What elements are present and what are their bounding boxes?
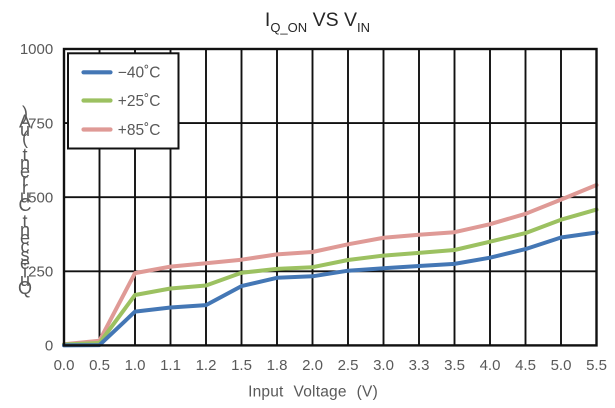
svg-text:r: r bbox=[22, 178, 28, 198]
svg-text:+25˚C: +25˚C bbox=[118, 93, 161, 110]
svg-text:t: t bbox=[22, 212, 27, 232]
svg-text:e: e bbox=[20, 162, 30, 182]
svg-text:s: s bbox=[21, 245, 30, 265]
svg-text:0: 0 bbox=[45, 338, 53, 355]
svg-text:2.5: 2.5 bbox=[338, 357, 359, 374]
svg-text:Input Voltage (V): Input Voltage (V) bbox=[248, 384, 378, 401]
svg-text:e: e bbox=[20, 228, 30, 248]
svg-text:0.0: 0.0 bbox=[54, 357, 75, 374]
svg-text:1.2: 1.2 bbox=[196, 357, 217, 374]
svg-text:5.0: 5.0 bbox=[551, 357, 572, 374]
svg-text:4.5: 4.5 bbox=[515, 357, 536, 374]
svg-text:r: r bbox=[22, 170, 28, 190]
svg-text:3.0: 3.0 bbox=[373, 357, 394, 374]
svg-text:c: c bbox=[21, 237, 30, 257]
svg-text:3.3: 3.3 bbox=[409, 357, 430, 374]
svg-text:e: e bbox=[20, 253, 30, 273]
svg-text:n: n bbox=[20, 153, 30, 173]
svg-text:5.5: 5.5 bbox=[586, 357, 607, 374]
svg-text:1.8: 1.8 bbox=[267, 357, 288, 374]
svg-text:i: i bbox=[23, 262, 27, 282]
svg-text:1000: 1000 bbox=[20, 41, 53, 58]
svg-text:1.0: 1.0 bbox=[125, 357, 146, 374]
svg-text:−40˚C: −40˚C bbox=[118, 65, 161, 82]
svg-text:(: ( bbox=[22, 128, 28, 148]
svg-text:750: 750 bbox=[28, 115, 53, 132]
svg-text:2.0: 2.0 bbox=[302, 357, 323, 374]
svg-text:A: A bbox=[19, 112, 31, 132]
svg-text:1.1: 1.1 bbox=[160, 357, 181, 374]
svg-text:n: n bbox=[20, 220, 30, 240]
svg-text:250: 250 bbox=[28, 264, 53, 281]
svg-text:u: u bbox=[20, 187, 30, 207]
svg-text:500: 500 bbox=[28, 189, 53, 206]
svg-text:4.0: 4.0 bbox=[480, 357, 501, 374]
svg-text:+85˚C: +85˚C bbox=[118, 122, 161, 139]
svg-text:Q: Q bbox=[18, 278, 32, 298]
svg-text:): ) bbox=[22, 103, 28, 123]
svg-text:0.5: 0.5 bbox=[89, 357, 110, 374]
svg-text:u: u bbox=[20, 270, 30, 290]
svg-text:t: t bbox=[22, 145, 27, 165]
svg-text:1.5: 1.5 bbox=[231, 357, 252, 374]
svg-text:C: C bbox=[19, 195, 32, 215]
svg-text:3.5: 3.5 bbox=[444, 357, 465, 374]
svg-text:u: u bbox=[20, 120, 30, 140]
